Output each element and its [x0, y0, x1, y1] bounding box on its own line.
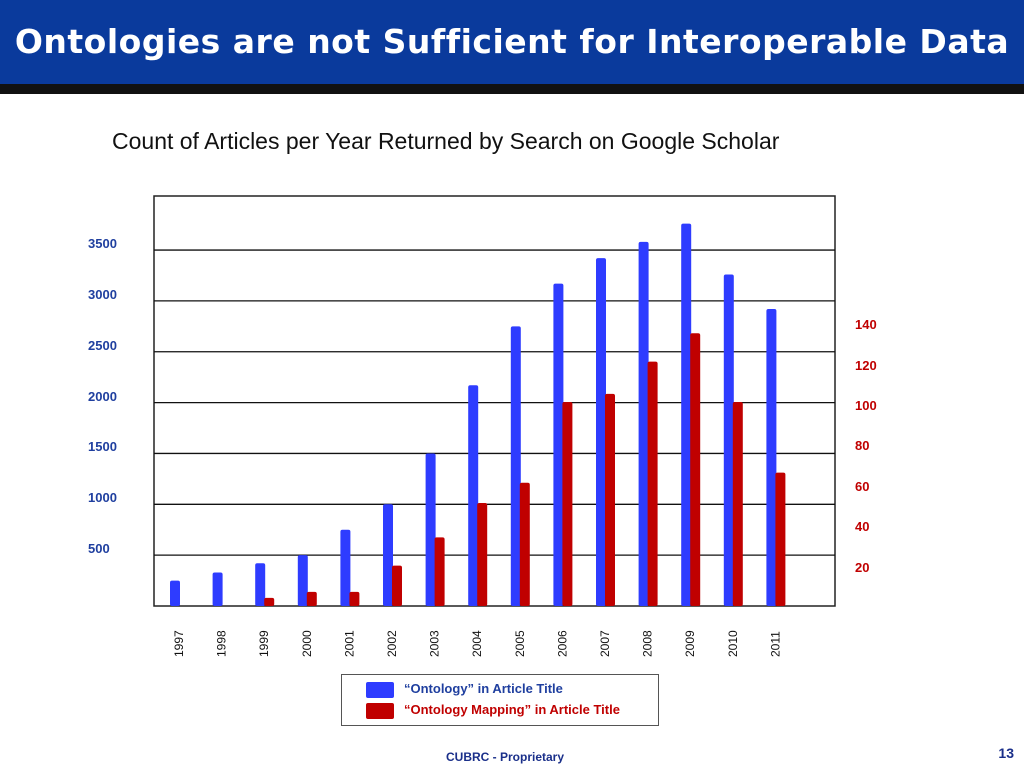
bar-ontology-2011	[766, 309, 777, 606]
x-tick-label-1999: 1999	[257, 630, 271, 657]
footer-proprietary: CUBRC - Proprietary	[445, 750, 565, 764]
x-tick-label-2010: 2010	[726, 630, 740, 657]
bar-ontology-1998	[212, 572, 223, 606]
x-tick-label-2007: 2007	[598, 630, 612, 657]
bar-ontology-mapping-2007	[605, 393, 615, 606]
bar-ontology-mapping-2005	[519, 482, 530, 606]
x-tick-label-2005: 2005	[513, 630, 527, 657]
page-number: 13	[998, 745, 1014, 761]
bar-ontology-2009	[681, 223, 692, 606]
bar-ontology-mapping-2006	[562, 401, 573, 606]
legend-label-ontology: “Ontology” in Article Title	[404, 681, 563, 696]
title-rule	[0, 84, 1024, 94]
x-tick-label-2008: 2008	[641, 630, 655, 657]
bar-ontology-mapping-2003	[434, 537, 445, 606]
x-tick-label-2002: 2002	[385, 630, 399, 657]
x-tick-label-2003: 2003	[428, 630, 442, 657]
bar-ontology-mapping-2009	[690, 333, 701, 606]
chart-title: Count of Articles per Year Returned by S…	[112, 128, 780, 154]
y-right-tick-label: 140	[855, 317, 877, 333]
x-tick-label-2004: 2004	[470, 630, 484, 657]
legend-label-ontology-mapping: “Ontology Mapping” in Article Title	[404, 702, 620, 717]
bar-ontology-2005	[510, 326, 521, 606]
y-left-tick-label: 1000	[88, 490, 117, 506]
x-tick-label-1997: 1997	[172, 630, 186, 657]
y-right-tick-label: 60	[855, 478, 870, 494]
x-tick-label-2006: 2006	[555, 630, 569, 657]
bar-ontology-2001	[340, 529, 351, 606]
y-left-tick-label: 3500	[88, 236, 117, 252]
y-left-tick-label: 2000	[88, 388, 117, 404]
legend-swatch-red	[366, 703, 394, 719]
bar-ontology-mapping-2010	[732, 401, 743, 606]
x-tick-label-2011: 2011	[768, 631, 782, 657]
plot-area	[153, 195, 836, 607]
bar-ontology-2003	[425, 453, 436, 606]
title-bar	[0, 0, 1024, 84]
bar-ontology-mapping-2004	[477, 502, 488, 606]
bar-ontology-2010	[723, 274, 734, 606]
bar-ontology-mapping-2002	[392, 565, 402, 606]
bar-ontology-mapping-1999	[264, 597, 275, 606]
chart-legend: “Ontology” in Article Title “Ontology Ma…	[341, 674, 659, 726]
bar-ontology-mapping-2001	[349, 591, 360, 606]
slide-title: Ontologies are not Sufficient for Intero…	[14, 22, 1010, 61]
x-tick-label-2000: 2000	[300, 630, 314, 657]
y-left-tick-label: 1500	[88, 439, 117, 455]
bar-ontology-2008	[638, 241, 649, 606]
bar-ontology-2007	[596, 258, 606, 606]
y-right-tick-label: 40	[855, 519, 870, 535]
y-left-tick-label: 3000	[88, 286, 117, 302]
x-tick-label-2009: 2009	[683, 630, 697, 657]
legend-swatch-blue	[366, 682, 394, 698]
bar-ontology-1999	[255, 563, 266, 606]
y-right-tick-label: 120	[855, 357, 877, 373]
y-right-tick-label: 100	[855, 398, 877, 413]
bar-ontology-1997	[170, 580, 180, 606]
y-right-tick-label: 20	[855, 559, 870, 575]
bar-ontology-2000	[297, 555, 308, 606]
x-tick-label-2001: 2001	[342, 630, 356, 657]
bar-ontology-mapping-2011	[775, 472, 786, 606]
bar-ontology-2006	[553, 283, 564, 606]
bar-ontology-mapping-2008	[647, 361, 658, 606]
x-tick-label-1998: 1998	[215, 630, 229, 657]
bar-ontology-mapping-2000	[306, 591, 317, 606]
y-left-tick-label: 500	[88, 541, 110, 557]
y-left-tick-label: 2500	[88, 337, 117, 353]
bar-ontology-2004	[468, 385, 479, 606]
bar-ontology-2002	[383, 504, 393, 606]
y-right-tick-label: 80	[855, 438, 870, 454]
